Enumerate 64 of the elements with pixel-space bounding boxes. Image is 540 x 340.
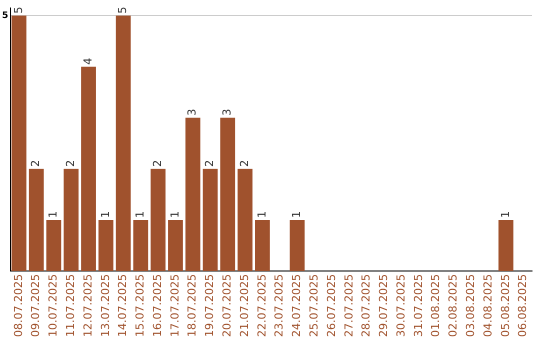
bar bbox=[185, 118, 200, 272]
x-tick-label: 15.07.2025 bbox=[134, 274, 147, 338]
x-tick-label: 03.08.2025 bbox=[464, 274, 477, 338]
data-label: 2 bbox=[29, 160, 42, 167]
data-label: 3 bbox=[220, 108, 234, 116]
data-label: 2 bbox=[64, 160, 77, 167]
x-tick-label: 08.07.2025 bbox=[12, 274, 25, 338]
data-label: 2 bbox=[203, 160, 216, 167]
bar bbox=[290, 220, 305, 272]
data-label: 1 bbox=[46, 210, 60, 218]
x-tick-label: 13.07.2025 bbox=[98, 274, 112, 338]
bar bbox=[238, 168, 252, 272]
x-tick-label: 23.07.2025 bbox=[272, 274, 286, 338]
bar bbox=[133, 220, 148, 272]
data-label: 1 bbox=[98, 210, 112, 218]
bar bbox=[28, 168, 44, 272]
data-label: 4 bbox=[81, 58, 94, 65]
data-label: 1 bbox=[290, 210, 304, 218]
x-tick-label: 06.08.2025 bbox=[516, 274, 530, 338]
x-tick-label: 22.07.2025 bbox=[255, 274, 268, 338]
x-tick-label: 17.07.2025 bbox=[168, 274, 182, 338]
x-tick-label: 02.08.2025 bbox=[446, 274, 460, 338]
x-tick-label: 29.07.2025 bbox=[377, 274, 390, 338]
data-label: 1 bbox=[168, 210, 182, 218]
x-tick-label: 27.07.2025 bbox=[342, 274, 356, 338]
x-tick-label: 18.07.2025 bbox=[186, 274, 199, 338]
x-tick-label: 10.07.2025 bbox=[46, 274, 60, 338]
x-tick-label: 09.07.2025 bbox=[29, 274, 42, 338]
x-tick-label: 26.07.2025 bbox=[324, 274, 338, 338]
x-tick-label: 04.08.2025 bbox=[481, 274, 494, 338]
data-label: 1 bbox=[134, 210, 147, 218]
data-label: 1 bbox=[498, 210, 512, 218]
x-tick-label: 19.07.2025 bbox=[203, 274, 216, 338]
x-tick-label: 12.07.2025 bbox=[81, 274, 94, 338]
bar bbox=[255, 220, 270, 272]
x-tick-label: 31.07.2025 bbox=[412, 274, 425, 338]
x-tick-label: 20.07.2025 bbox=[220, 274, 234, 338]
x-tick-label: 16.07.2025 bbox=[150, 274, 164, 338]
data-label: 1 bbox=[255, 210, 268, 218]
bar bbox=[150, 168, 166, 272]
bar bbox=[168, 220, 183, 272]
x-tick-label: 24.07.2025 bbox=[290, 274, 304, 338]
x-tick-label: 28.07.2025 bbox=[360, 274, 373, 338]
data-label: 5 bbox=[2, 11, 8, 22]
bar bbox=[12, 16, 26, 272]
x-tick-label: 21.07.2025 bbox=[238, 274, 251, 338]
bar bbox=[202, 168, 218, 272]
bar bbox=[498, 220, 514, 272]
data-label: 2 bbox=[238, 160, 251, 167]
bar bbox=[220, 118, 236, 272]
x-tick-label: 01.08.2025 bbox=[429, 274, 442, 338]
data-label: 2 bbox=[150, 160, 164, 167]
bar bbox=[46, 220, 62, 272]
bar bbox=[98, 220, 114, 272]
x-tick-label: 25.07.2025 bbox=[307, 274, 320, 338]
x-tick-label: 30.07.2025 bbox=[394, 274, 408, 338]
bar bbox=[64, 168, 79, 272]
data-label: 5 bbox=[116, 6, 130, 14]
data-label: 3 bbox=[186, 108, 199, 116]
x-tick-label: 05.08.2025 bbox=[498, 274, 512, 338]
bar bbox=[81, 66, 96, 272]
x-tick-label: 14.07.2025 bbox=[116, 274, 130, 338]
bar bbox=[116, 16, 131, 272]
x-tick-label: 11.07.2025 bbox=[64, 274, 77, 338]
